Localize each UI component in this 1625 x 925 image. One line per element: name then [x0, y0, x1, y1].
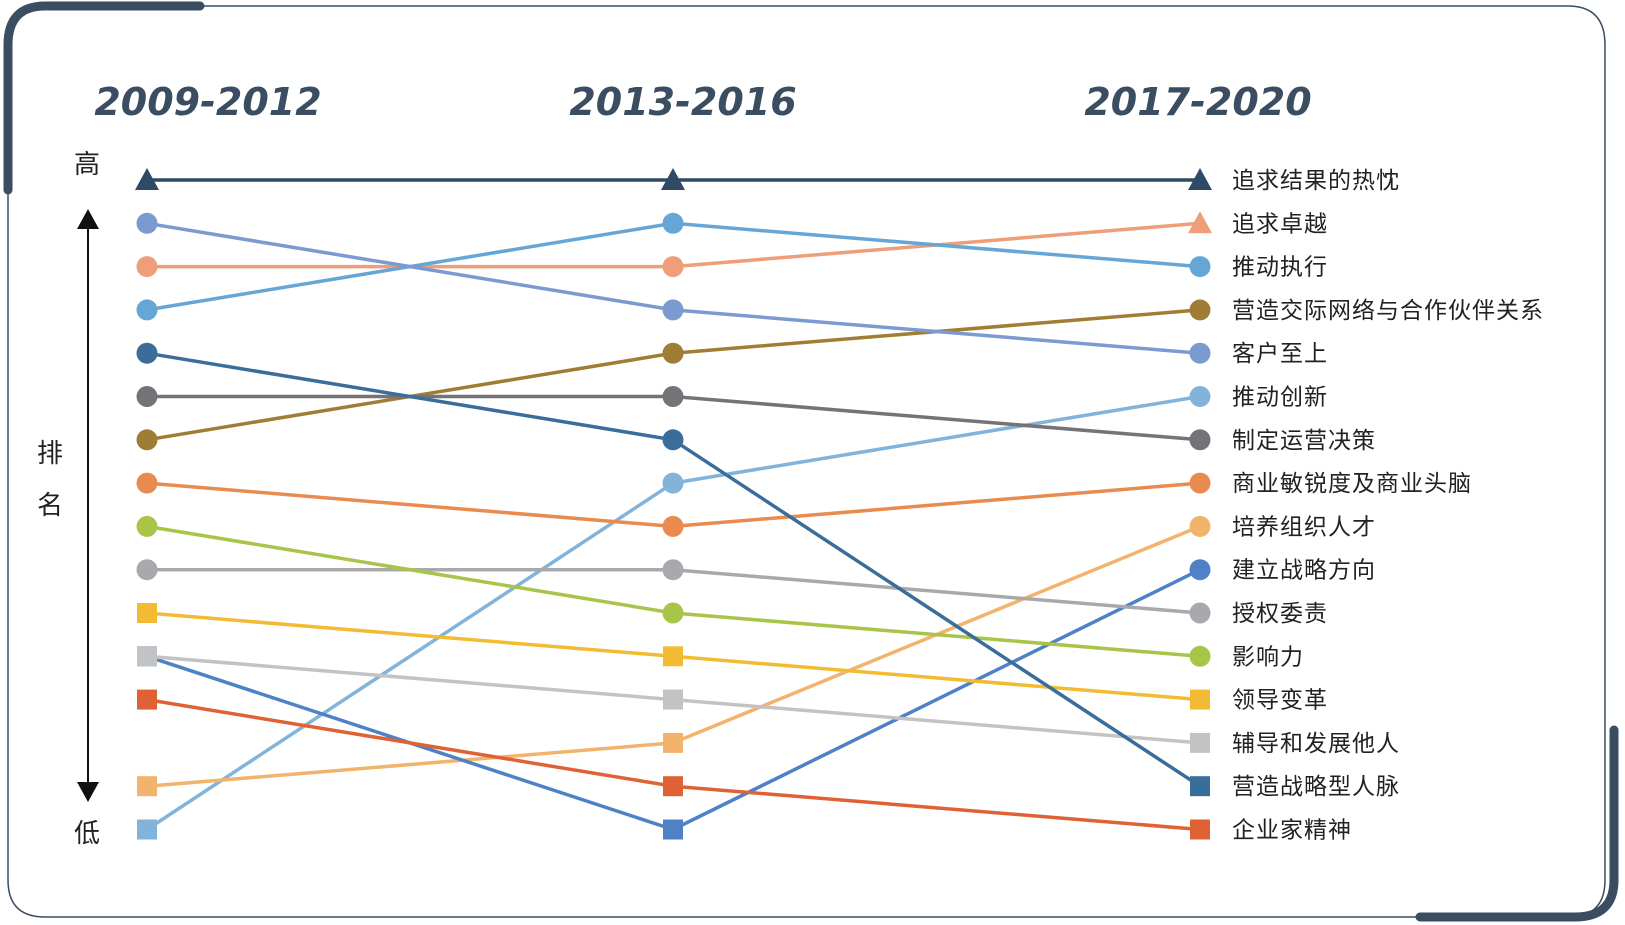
series-label-16: 企业家精神 [1232, 818, 1352, 844]
series-line-16 [146, 697, 1201, 832]
series-point-2-1 [136, 256, 158, 278]
series-layer [146, 178, 1201, 832]
series-label-10: 建立战略方向 [1232, 558, 1376, 584]
series-point-3-3 [1189, 256, 1211, 278]
series-point-11-2 [662, 559, 684, 581]
series-label-12: 影响力 [1232, 644, 1304, 670]
rank-axis-up-arrow [77, 209, 99, 229]
series-line-4 [146, 308, 1201, 442]
series-point-6-1 [137, 819, 157, 840]
series-point-4-1 [136, 429, 158, 451]
series-point-8-1 [136, 472, 158, 494]
series-point-7-1 [136, 386, 158, 407]
rank-axis-down-arrow [77, 782, 99, 802]
series-point-1-2 [661, 168, 685, 190]
series-point-12-3 [1189, 645, 1211, 667]
series-point-8-3 [1189, 472, 1211, 494]
series-label-14: 辅导和发展他人 [1232, 731, 1400, 757]
series-point-4-2 [662, 342, 684, 364]
series-point-5-1 [136, 212, 158, 234]
series-point-10-3 [1189, 559, 1211, 581]
series-point-7-2 [662, 386, 684, 407]
series-point-10-2 [663, 819, 683, 840]
series-point-15-2 [662, 429, 684, 451]
series-point-11-1 [136, 559, 158, 581]
series-label-8: 商业敏锐度及商业头脑 [1232, 471, 1472, 497]
series-point-16-2 [663, 776, 683, 797]
series-point-12-2 [662, 602, 684, 624]
series-label-5: 客户至上 [1232, 341, 1328, 367]
series-label-3: 推动执行 [1232, 255, 1328, 281]
series-point-6-2 [662, 472, 684, 494]
period-label-1: 2009-2012 [94, 80, 321, 124]
series-point-1-1 [135, 168, 159, 190]
frame [3, 1, 1619, 922]
period-label-3: 2017-2020 [1084, 80, 1311, 124]
series-point-3-1 [136, 299, 158, 321]
series-point-13-1 [137, 603, 157, 623]
series-point-13-3 [1190, 689, 1210, 710]
rank-axis-title: 排名 [37, 439, 63, 521]
series-label-2: 追求卓越 [1232, 211, 1328, 237]
series-label-4: 营造交际网络与合作伙伴关系 [1232, 298, 1544, 324]
series-point-14-1 [137, 646, 157, 667]
series-point-16-3 [1190, 819, 1210, 840]
series-point-7-3 [1189, 429, 1211, 451]
series-point-4-3 [1189, 299, 1211, 321]
series-point-1-3 [1188, 168, 1212, 190]
rank-axis-high: 高 [74, 150, 100, 180]
period-label-2: 2013-2016 [569, 80, 796, 124]
series-point-9-3 [1189, 515, 1211, 537]
series-point-16-1 [137, 689, 157, 710]
marker-layer [135, 168, 1212, 840]
series-point-12-1 [136, 515, 158, 537]
series-point-14-3 [1190, 732, 1210, 753]
series-point-13-2 [663, 646, 683, 667]
series-label-9: 培养组织人才 [1232, 514, 1376, 540]
series-label-15: 营造战略型人脉 [1232, 774, 1400, 800]
series-label-11: 授权委责 [1232, 601, 1328, 627]
series-point-5-2 [662, 299, 684, 321]
series-label-1: 追求结果的热忱 [1232, 168, 1400, 194]
series-point-14-2 [663, 689, 683, 710]
series-point-8-2 [662, 515, 684, 537]
series-point-2-2 [662, 256, 684, 278]
series-point-9-1 [137, 776, 157, 797]
series-point-9-2 [663, 732, 683, 753]
rank-axis-low: 低 [74, 819, 100, 849]
series-point-15-1 [136, 342, 158, 364]
series-line-5 [146, 221, 1201, 355]
series-point-11-3 [1189, 602, 1211, 624]
series-label-6: 推动创新 [1232, 385, 1328, 411]
series-point-15-3 [1190, 776, 1210, 797]
rank-axis: 高 排名 低 [37, 150, 100, 849]
label-layer: 追求结果的热忱追求卓越推动执行营造交际网络与合作伙伴关系客户至上推动创新制定运营… [1232, 168, 1544, 844]
series-label-7: 制定运营决策 [1232, 428, 1376, 454]
series-point-6-3 [1189, 386, 1211, 407]
series-label-13: 领导变革 [1232, 688, 1328, 714]
series-point-2-3 [1188, 211, 1212, 234]
series-point-3-2 [662, 212, 684, 234]
series-point-5-3 [1189, 342, 1211, 364]
